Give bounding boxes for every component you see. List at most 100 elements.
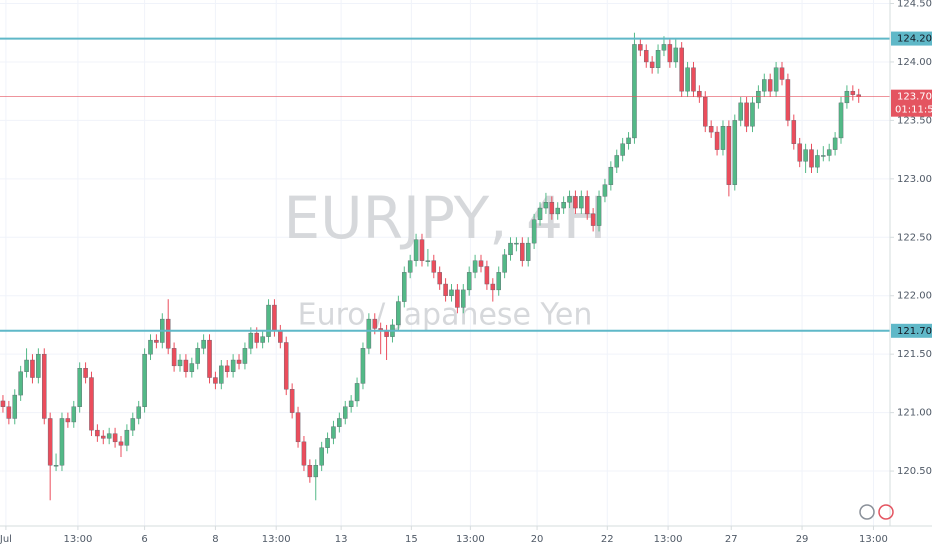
last-price-box [891,89,932,117]
candle-body [850,90,856,95]
candle-body [632,44,637,139]
candle-body [354,383,360,402]
watermark-description: Euro / Japanese Yen [298,298,593,333]
level-label-box [891,31,932,46]
candle-body [266,304,271,337]
candle-body [301,441,307,466]
x-tick-label: 15 [405,534,418,545]
candle-body [372,318,378,329]
candle-body [201,339,206,349]
candle-body [844,90,850,104]
candle-body [148,339,153,355]
candle-body [661,44,667,51]
candle-body [183,359,189,372]
candle-body [165,318,171,349]
candle-body [832,137,838,150]
candle-body [502,254,507,273]
candle-body [767,79,773,92]
candle-body [614,155,620,168]
x-tick-label: 13:00 [654,534,683,545]
candle-body [626,137,631,144]
candle-body [53,465,59,467]
candle-body [726,126,732,185]
candle-body [679,47,684,92]
candle-body [272,304,277,331]
candle-body [337,418,342,427]
candle-body [620,143,625,156]
candle-body [543,202,549,209]
candle-body [714,131,720,150]
candle-body [83,368,88,378]
x-tick-label: 27 [725,534,738,545]
candle-body [738,102,743,121]
candle-body [30,359,35,378]
y-tick-label: 123.500 [897,115,932,126]
candle-body [171,348,177,367]
candle-body [555,207,560,215]
candle-body [643,50,649,63]
icon[interactable] [859,504,875,520]
candle-body [236,359,242,364]
candle-body [313,465,319,478]
candle-body [549,202,555,215]
x-tick-label: 29 [796,534,809,545]
candle-body [207,339,212,378]
candle-body [720,126,726,150]
candle-body [71,406,77,423]
candle-body [520,242,525,261]
candle-body [242,348,248,364]
y-tick-label: 121.500 [897,349,932,360]
candle-body [342,406,348,419]
candle-body [655,50,661,68]
candle-body [791,120,797,144]
candle-body [667,44,673,63]
x-tick-label: 6 [141,534,147,545]
candle-body [455,289,460,308]
candle-body [732,120,738,185]
x-tick-label: 13:00 [456,534,485,545]
candle-body [785,79,791,121]
y-tick-label: 124.000 [897,57,932,68]
y-tick-label: 124.500 [897,0,932,10]
candle-body [254,332,259,343]
candle-body [136,406,141,419]
candle-body [685,67,690,92]
y-tick-label: 121.000 [897,408,932,419]
candle-body [189,363,195,372]
candle-body [419,239,425,261]
candle-body [531,219,537,244]
level-label: 124.200 [897,34,932,45]
candle-body [478,260,484,267]
candle-body [260,336,265,343]
level-label-box [891,323,932,338]
candle-body [579,196,584,209]
candle-body [537,207,543,220]
y-tick-label: 123.000 [897,174,932,185]
candle-body [348,400,354,407]
y-tick-label: 120.500 [897,466,932,477]
candle-body [59,418,65,466]
candle-body [47,418,53,466]
x-tick-label: 22 [601,534,614,545]
candle-body [325,438,330,448]
candle-body [756,90,761,104]
candle-body [596,196,602,226]
candle-body [797,143,802,162]
candle-body [514,242,519,245]
candle-body [561,202,566,209]
x-tick-label: 8 [212,534,218,545]
candle-body [838,102,844,139]
candle-body [484,266,490,285]
candle-body [590,213,596,226]
candle-body [431,260,437,273]
candle-body [443,283,448,296]
candle-body [496,272,501,291]
icon[interactable] [878,504,894,520]
candle-body [449,289,454,296]
candle-body [36,353,41,378]
plot [0,32,890,501]
x-tick-label: 20 [531,534,544,545]
candle-body [708,126,714,133]
